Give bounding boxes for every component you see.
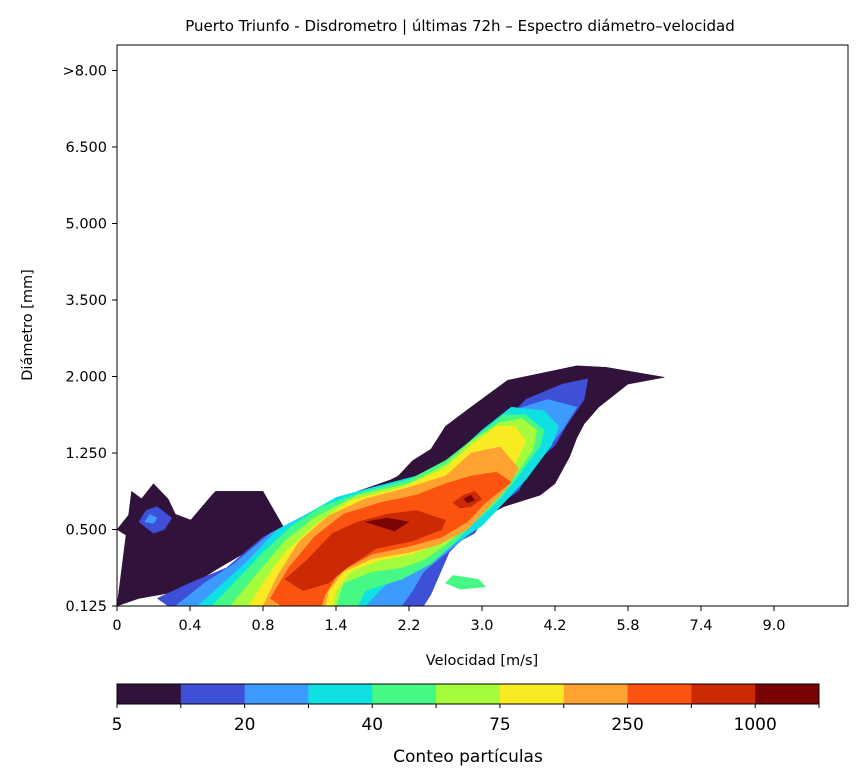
contour-level-10-region-1 bbox=[463, 494, 476, 503]
colorbar-tick-label: 1000 bbox=[734, 715, 777, 735]
y-tick-label: 3.500 bbox=[65, 293, 107, 309]
x-tick-label: 0.4 bbox=[178, 618, 201, 634]
y-axis-ticks: 0.125 0.500 1.250 2.000 3.500 5.000 6.500 >8.00 bbox=[63, 64, 117, 615]
y-tick-label: 2.000 bbox=[65, 370, 107, 386]
x-axis-ticks: 0 0.4 0.8 1.4 2.2 3.0 4.2 5.8 7.4 9.0 bbox=[112, 606, 786, 634]
y-axis-label: Diámetro [mm] bbox=[20, 269, 36, 381]
colorbar-segment-2 bbox=[244, 684, 309, 704]
y-tick-label: 1.250 bbox=[65, 446, 107, 462]
colorbar-tick-label: 75 bbox=[489, 715, 511, 735]
colorbar-segment-6 bbox=[499, 684, 565, 704]
chart-title: Puerto Triunfo - Disdrometro | últimas 7… bbox=[185, 17, 735, 35]
y-tick-label: 6.500 bbox=[65, 140, 107, 156]
contour-level-10-region-0 bbox=[365, 517, 410, 532]
contour-level-0-region-3 bbox=[218, 527, 264, 542]
y-tick-label: >8.00 bbox=[63, 64, 107, 80]
colorbar-segment-7 bbox=[563, 684, 629, 704]
colorbar-label: Conteo partículas bbox=[393, 747, 543, 767]
x-tick-label: 4.2 bbox=[543, 618, 566, 634]
colorbar-tick-label: 250 bbox=[611, 715, 643, 735]
colorbar-segment-8 bbox=[627, 684, 692, 704]
contour-layer bbox=[116, 365, 665, 607]
colorbar-segments bbox=[117, 684, 820, 704]
colorbar-segment-4 bbox=[372, 684, 437, 704]
plot-area: 0 0.4 0.8 1.4 2.2 3.0 4.2 5.8 7.4 9.0 0.125 0.500 1… bbox=[63, 44, 849, 634]
y-tick-label: 0.500 bbox=[65, 523, 107, 539]
colorbar: 5 20 40 75 250 1000 Conteo partículas bbox=[112, 683, 820, 767]
contour-level-9-region-0 bbox=[284, 510, 446, 591]
colorbar-tick-label: 5 bbox=[112, 715, 123, 735]
x-tick-label: 0 bbox=[112, 618, 121, 634]
y-tick-label: 5.000 bbox=[65, 217, 107, 233]
contour-level-2-region-0 bbox=[144, 513, 158, 524]
contour-level-4-region-1 bbox=[445, 575, 487, 590]
x-axis-label: Velocidad [m/s] bbox=[426, 653, 538, 669]
colorbar-segment-3 bbox=[308, 684, 373, 704]
colorbar-segment-1 bbox=[180, 684, 246, 704]
colorbar-frame bbox=[116, 683, 820, 705]
colorbar-tick-label: 20 bbox=[234, 715, 256, 735]
x-tick-label: 7.4 bbox=[689, 618, 712, 634]
colorbar-segment-0 bbox=[117, 684, 182, 704]
colorbar-tick-label: 40 bbox=[361, 715, 383, 735]
x-tick-label: 1.4 bbox=[324, 618, 347, 634]
colorbar-segment-5 bbox=[436, 684, 501, 704]
x-tick-label: 3.0 bbox=[470, 618, 493, 634]
colorbar-segment-10 bbox=[755, 684, 820, 704]
y-tick-label: 0.125 bbox=[65, 599, 107, 615]
colorbar-ticks: 5 20 40 75 250 1000 bbox=[112, 704, 820, 735]
colorbar-segment-9 bbox=[691, 684, 756, 704]
x-tick-label: 9.0 bbox=[762, 618, 785, 634]
x-tick-label: 0.8 bbox=[251, 618, 274, 634]
x-tick-label: 5.8 bbox=[616, 618, 639, 634]
x-tick-label: 2.2 bbox=[397, 618, 420, 634]
